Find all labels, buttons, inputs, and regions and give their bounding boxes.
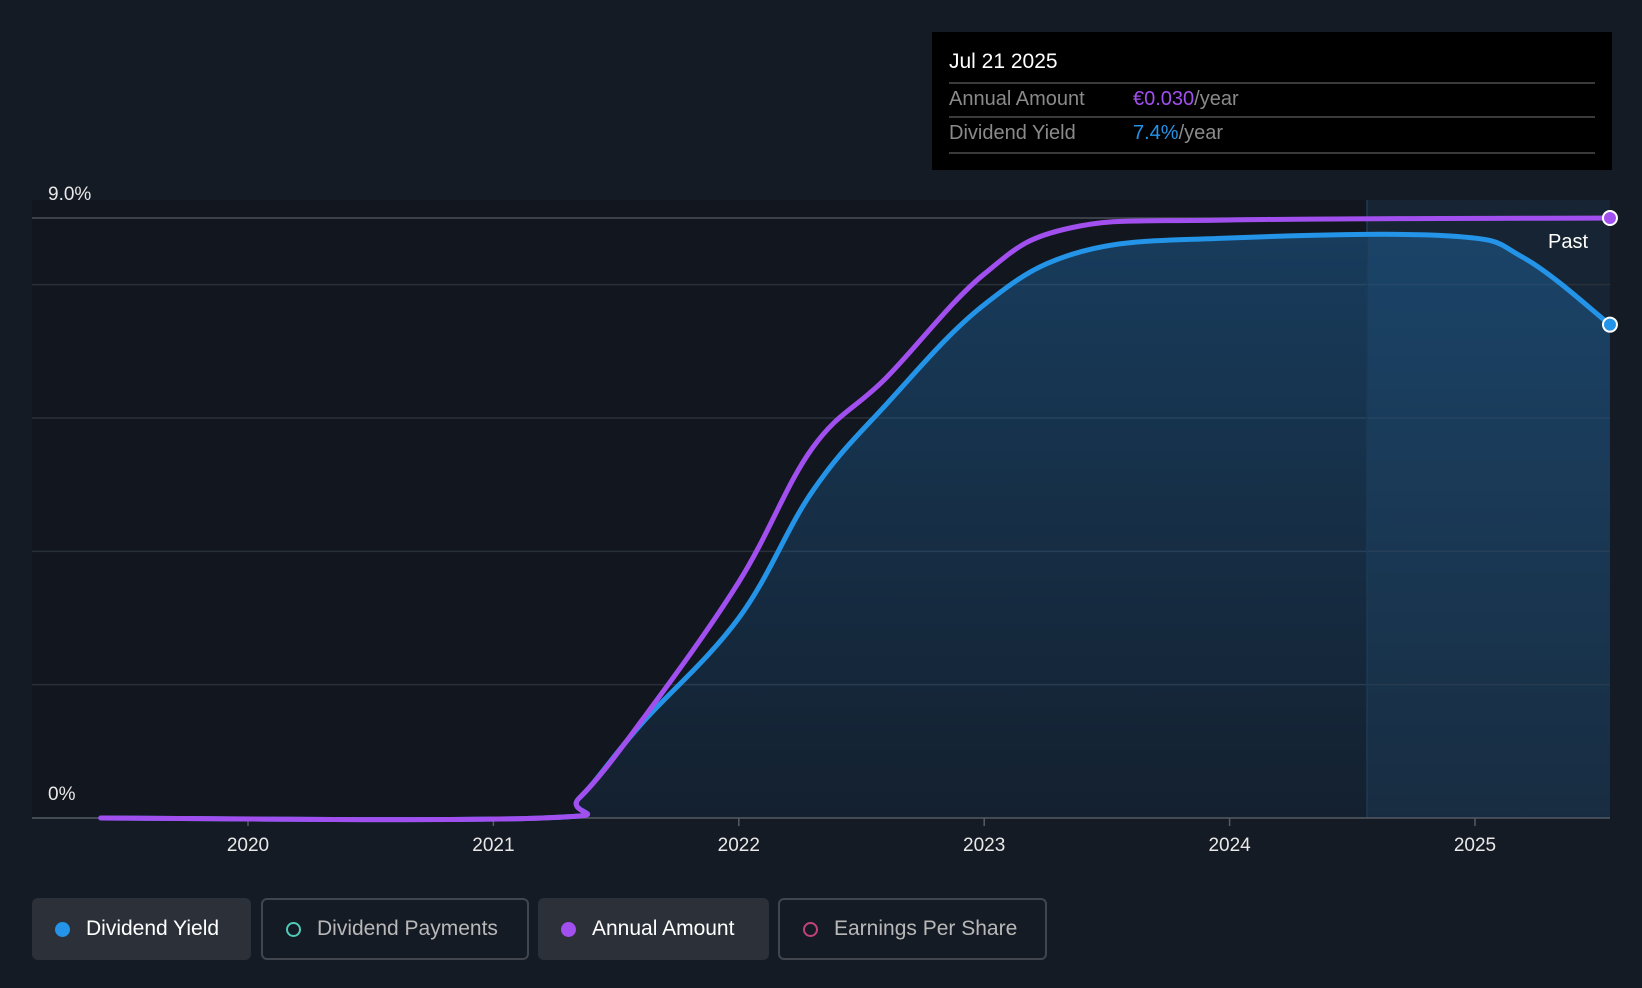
- filled-dot-icon: [55, 921, 70, 937]
- hollow-dot-icon: [286, 921, 301, 937]
- legend-label: Dividend Payments: [317, 917, 498, 940]
- legend-annual-amount[interactable]: Annual Amount: [538, 898, 769, 960]
- tooltip-suffix: /year: [1178, 122, 1224, 144]
- y-axis-label-min: 0%: [48, 784, 76, 805]
- x-tick-label: 2020: [227, 835, 269, 856]
- x-tick-label: 2022: [718, 835, 760, 856]
- hollow-dot-icon: [803, 921, 818, 937]
- dividend-chart: 2020 2021 2022 2023 2024 2025: [32, 200, 1618, 856]
- tooltip-date: Jul 21 2025: [949, 50, 1058, 73]
- legend-label: Annual Amount: [592, 917, 735, 940]
- tooltip-label: Annual Amount: [949, 88, 1085, 110]
- y-axis-label-max: 9.0%: [48, 184, 92, 205]
- x-tick-label: 2025: [1454, 835, 1496, 856]
- annual-amount-line: [98, 215, 1613, 823]
- tooltip-row-dividend-yield: Dividend Yield 7.4%/year: [949, 116, 1595, 152]
- legend-label: Earnings Per Share: [834, 917, 1018, 940]
- filled-dot-icon: [561, 921, 576, 937]
- tooltip-row-annual-amount: Annual Amount €0.030/year: [949, 82, 1595, 118]
- annual-amount-end-point[interactable]: [1601, 210, 1618, 226]
- tooltip-suffix: /year: [1194, 88, 1239, 110]
- tooltip-value: 7.4%: [1133, 122, 1179, 144]
- tooltip-divider: [949, 152, 1595, 154]
- legend-dividend-payments[interactable]: Dividend Payments: [261, 898, 529, 960]
- x-tick-label: 2024: [1208, 835, 1251, 856]
- tooltip-label: Dividend Yield: [949, 122, 1076, 144]
- tooltip-value: €0.030: [1133, 88, 1195, 110]
- tooltip: Jul 21 2025 Annual Amount €0.030/year Di…: [932, 32, 1612, 170]
- dividend-yield-end-point[interactable]: [1601, 316, 1618, 333]
- past-label: Past: [1548, 231, 1589, 253]
- dividend-yield-area: [100, 234, 1610, 820]
- legend-label: Dividend Yield: [86, 917, 220, 940]
- legend-dividend-yield[interactable]: Dividend Yield: [32, 898, 251, 960]
- x-tick-label: 2023: [963, 835, 1005, 856]
- legend-earnings-per-share[interactable]: Earnings Per Share: [778, 898, 1047, 960]
- x-tick-label: 2021: [472, 835, 514, 856]
